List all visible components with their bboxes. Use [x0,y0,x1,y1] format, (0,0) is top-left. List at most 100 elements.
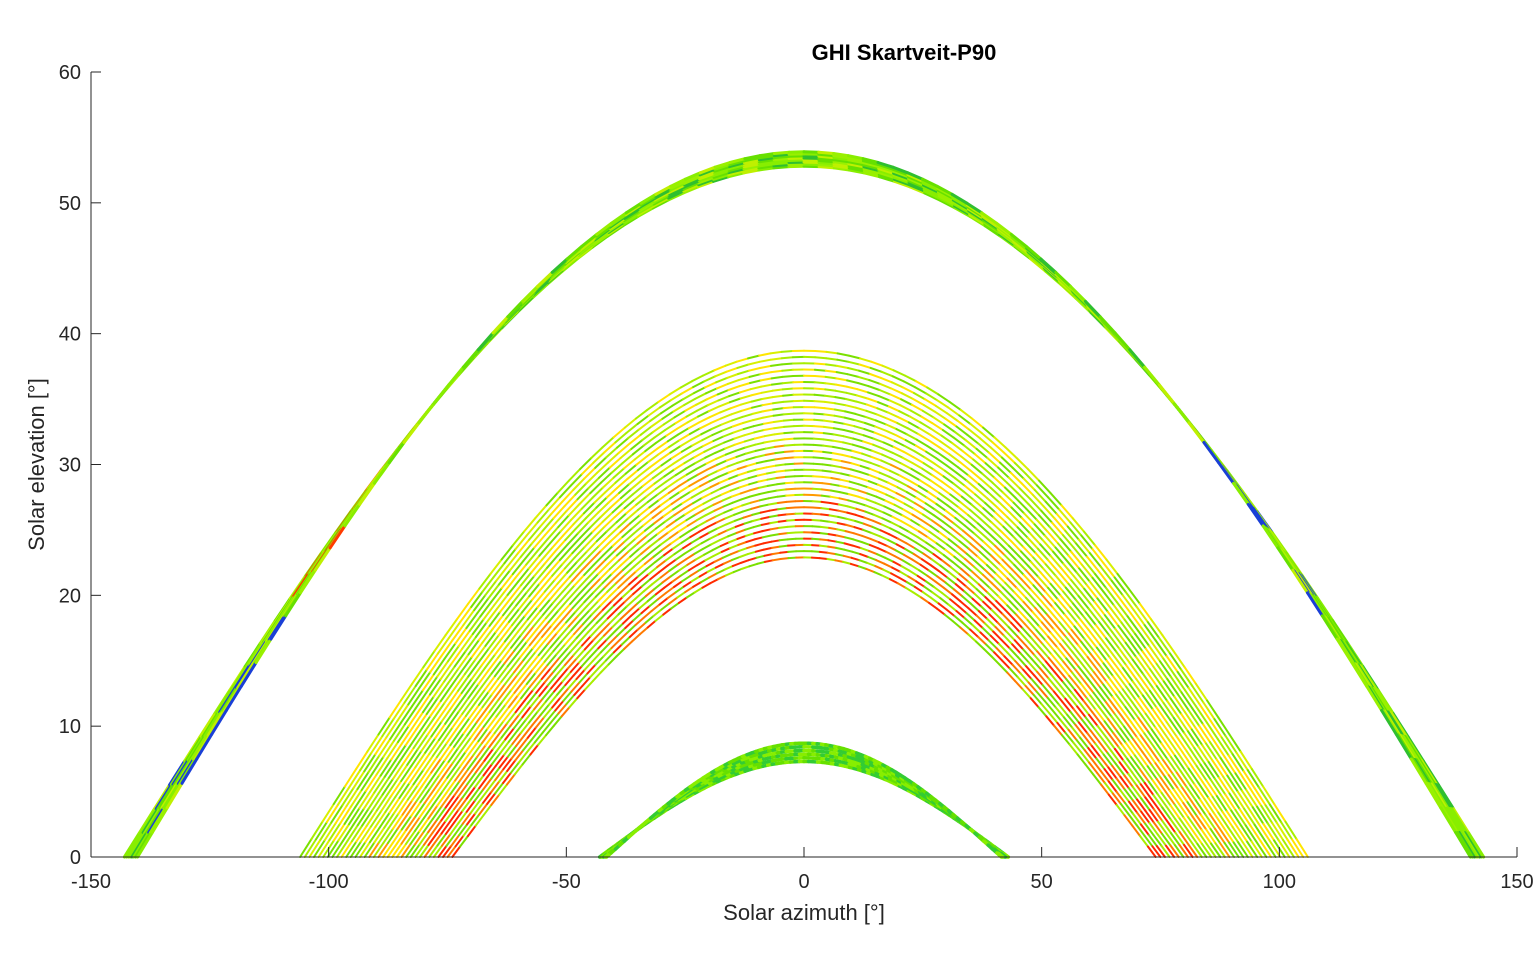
equinox-point [765,464,777,469]
equinox-point [414,668,428,687]
equinox-point [547,609,560,623]
equinox-point [604,549,616,561]
equinox-point [659,570,671,579]
summer-point [712,171,731,179]
equinox-point [1008,667,1019,679]
equinox-point [620,555,632,567]
equinox-point [966,433,980,445]
equinox-point [1173,788,1185,805]
summer-point [878,175,897,183]
equinox-point [299,838,313,858]
equinox-point [963,444,976,456]
equinox-point [1128,740,1140,755]
equinox-point [575,648,586,660]
equinox-point [1158,724,1170,741]
equinox-point [609,497,622,509]
equinox-point [339,805,352,825]
summer-point [654,186,672,198]
equinox-point [828,526,839,531]
equinox-point [345,840,358,858]
equinox-point [551,563,564,577]
equinox-point [811,487,823,491]
equinox-point [1004,520,1017,533]
equinox-point [631,485,644,496]
equinox-point [1131,824,1142,838]
summer-point [757,162,776,168]
equinox-point [506,745,518,758]
equinox-point [703,503,715,511]
equinox-point [978,437,992,449]
equinox-point [960,534,972,545]
equinox-point [436,806,447,821]
equinox-point [713,364,727,372]
equinox-point [672,502,684,511]
equinox-point [534,504,548,520]
equinox-point [487,656,500,672]
equinox-point [522,546,536,562]
equinox-point [1000,638,1011,650]
summer-point [698,169,717,179]
equinox-point [913,386,927,395]
equinox-point [423,803,435,819]
equinox-point [552,715,563,727]
equinox-point [1113,747,1125,762]
equinox-point [418,817,430,833]
equinox-point [462,824,473,837]
summer-point [862,163,881,171]
equinox-point [644,442,657,453]
equinox-point [658,531,670,541]
equinox-point [764,452,777,456]
equinox-point [754,542,765,547]
equinox-point [495,565,509,582]
equinox-point [890,572,900,579]
equinox-point [977,636,988,646]
equinox-point [1027,592,1039,605]
equinox-point [1175,771,1188,788]
equinox-point [528,632,541,647]
equinox-point [591,486,604,499]
equinox-point [500,668,512,683]
equinox-point [870,531,881,538]
equinox-point [446,667,460,685]
equinox-point [722,501,734,508]
equinox-point [446,763,458,779]
equinox-point [928,601,938,610]
equinox-point [618,550,630,562]
equinox-point [420,735,433,753]
equinox-point [634,529,646,540]
equinox-point [1124,706,1136,722]
summer-point [1172,402,1191,425]
equinox-point [589,516,602,529]
equinox-point [724,449,737,456]
equinox-point [337,786,351,806]
equinox-point [900,565,911,572]
equinox-point [753,429,766,434]
equinox-point [975,588,987,599]
equinox-point [437,844,448,858]
equinox-point [728,474,740,480]
equinox-point [482,604,496,621]
equinox-point [453,809,464,824]
equinox-point [784,456,796,460]
equinox-point [716,459,728,466]
equinox-point [996,540,1008,552]
equinox-point [522,739,533,752]
equinox-point [736,363,750,369]
equinox-point [685,409,699,418]
equinox-point [1269,803,1283,824]
equinox-point [865,568,876,574]
equinox-point [1093,727,1104,741]
equinox-point [780,356,794,360]
equinox-point [543,649,555,663]
equinox-point [408,767,421,785]
winter-point [995,851,1004,859]
equinox-point [956,545,968,555]
equinox-point [405,800,418,817]
equinox-point [1177,753,1190,770]
equinox-point [822,444,834,448]
equinox-point [513,763,524,776]
equinox-point [706,463,719,471]
equinox-point [885,493,897,500]
equinox-point [745,538,756,543]
equinox-point [412,732,425,750]
